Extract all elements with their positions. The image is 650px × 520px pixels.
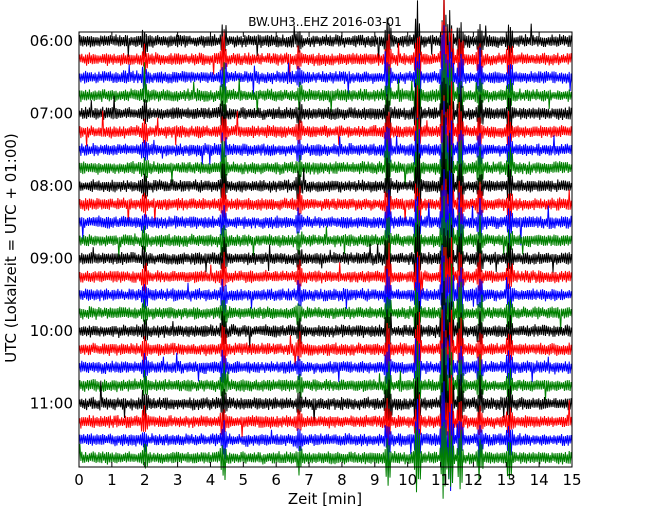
chart-title: BW.UH3..EHZ 2016-03-01 <box>248 15 402 29</box>
x-tick-label: 8 <box>337 471 347 489</box>
plot-frame <box>78 31 573 468</box>
y-tick-label: 11:00 <box>30 395 73 413</box>
x-tick-label: 6 <box>271 471 281 489</box>
x-tick-label: 5 <box>239 471 249 489</box>
trace-line <box>78 224 573 311</box>
y-tick-label: 06:00 <box>30 32 73 50</box>
trace-line <box>78 331 573 454</box>
x-tick-label: 7 <box>304 471 314 489</box>
x-tick-label: 1 <box>107 471 117 489</box>
y-axis: 06:00 07:00 08:00 09:00 10:00 11:00 <box>30 32 84 413</box>
x-tick-label: 4 <box>206 471 216 489</box>
trace-line <box>78 0 573 108</box>
trace-line <box>78 114 573 208</box>
trace-group <box>78 0 573 499</box>
y-tick-label: 10:00 <box>30 322 73 340</box>
trace-line <box>78 115 573 226</box>
trace-line <box>78 422 573 499</box>
trace-line <box>78 305 573 412</box>
trace-line <box>78 81 573 182</box>
trace-line <box>78 77 573 155</box>
x-tick-label: 2 <box>140 471 150 489</box>
trace-line <box>78 25 573 140</box>
y-axis-label: UTC (Lokalzeit = UTC + 01:00) <box>2 133 20 363</box>
trace-line <box>78 54 573 132</box>
trace-line <box>78 100 573 208</box>
x-tick-label: 11 <box>431 471 450 489</box>
x-axis-label: Zeit [min] <box>288 490 362 508</box>
trace-line <box>78 381 573 492</box>
trace-line <box>78 237 573 328</box>
trace-line <box>78 169 573 277</box>
x-tick-label: 12 <box>464 471 483 489</box>
trace-line <box>78 0 573 92</box>
trace-line <box>78 195 573 291</box>
trace-line <box>78 172 573 256</box>
y-tick-label: 07:00 <box>30 105 73 123</box>
y-tick-label: 08:00 <box>30 177 73 195</box>
trace-line <box>78 245 573 348</box>
trace-line <box>78 306 573 406</box>
x-axis: 0 1 2 3 4 5 6 7 8 9 10 11 12 13 14 15 <box>74 32 582 489</box>
x-tick-label: 14 <box>530 471 549 489</box>
trace-line <box>78 262 573 378</box>
x-tick-label: 9 <box>370 471 380 489</box>
x-tick-label: 15 <box>562 471 581 489</box>
trace-line <box>78 280 573 379</box>
y-tick-label: 09:00 <box>30 250 73 268</box>
x-tick-label: 13 <box>497 471 516 489</box>
x-tick-label: 0 <box>74 471 84 489</box>
x-tick-label: 10 <box>398 471 417 489</box>
trace-line <box>78 340 573 431</box>
trace-line <box>78 374 573 460</box>
x-tick-label: 3 <box>173 471 183 489</box>
